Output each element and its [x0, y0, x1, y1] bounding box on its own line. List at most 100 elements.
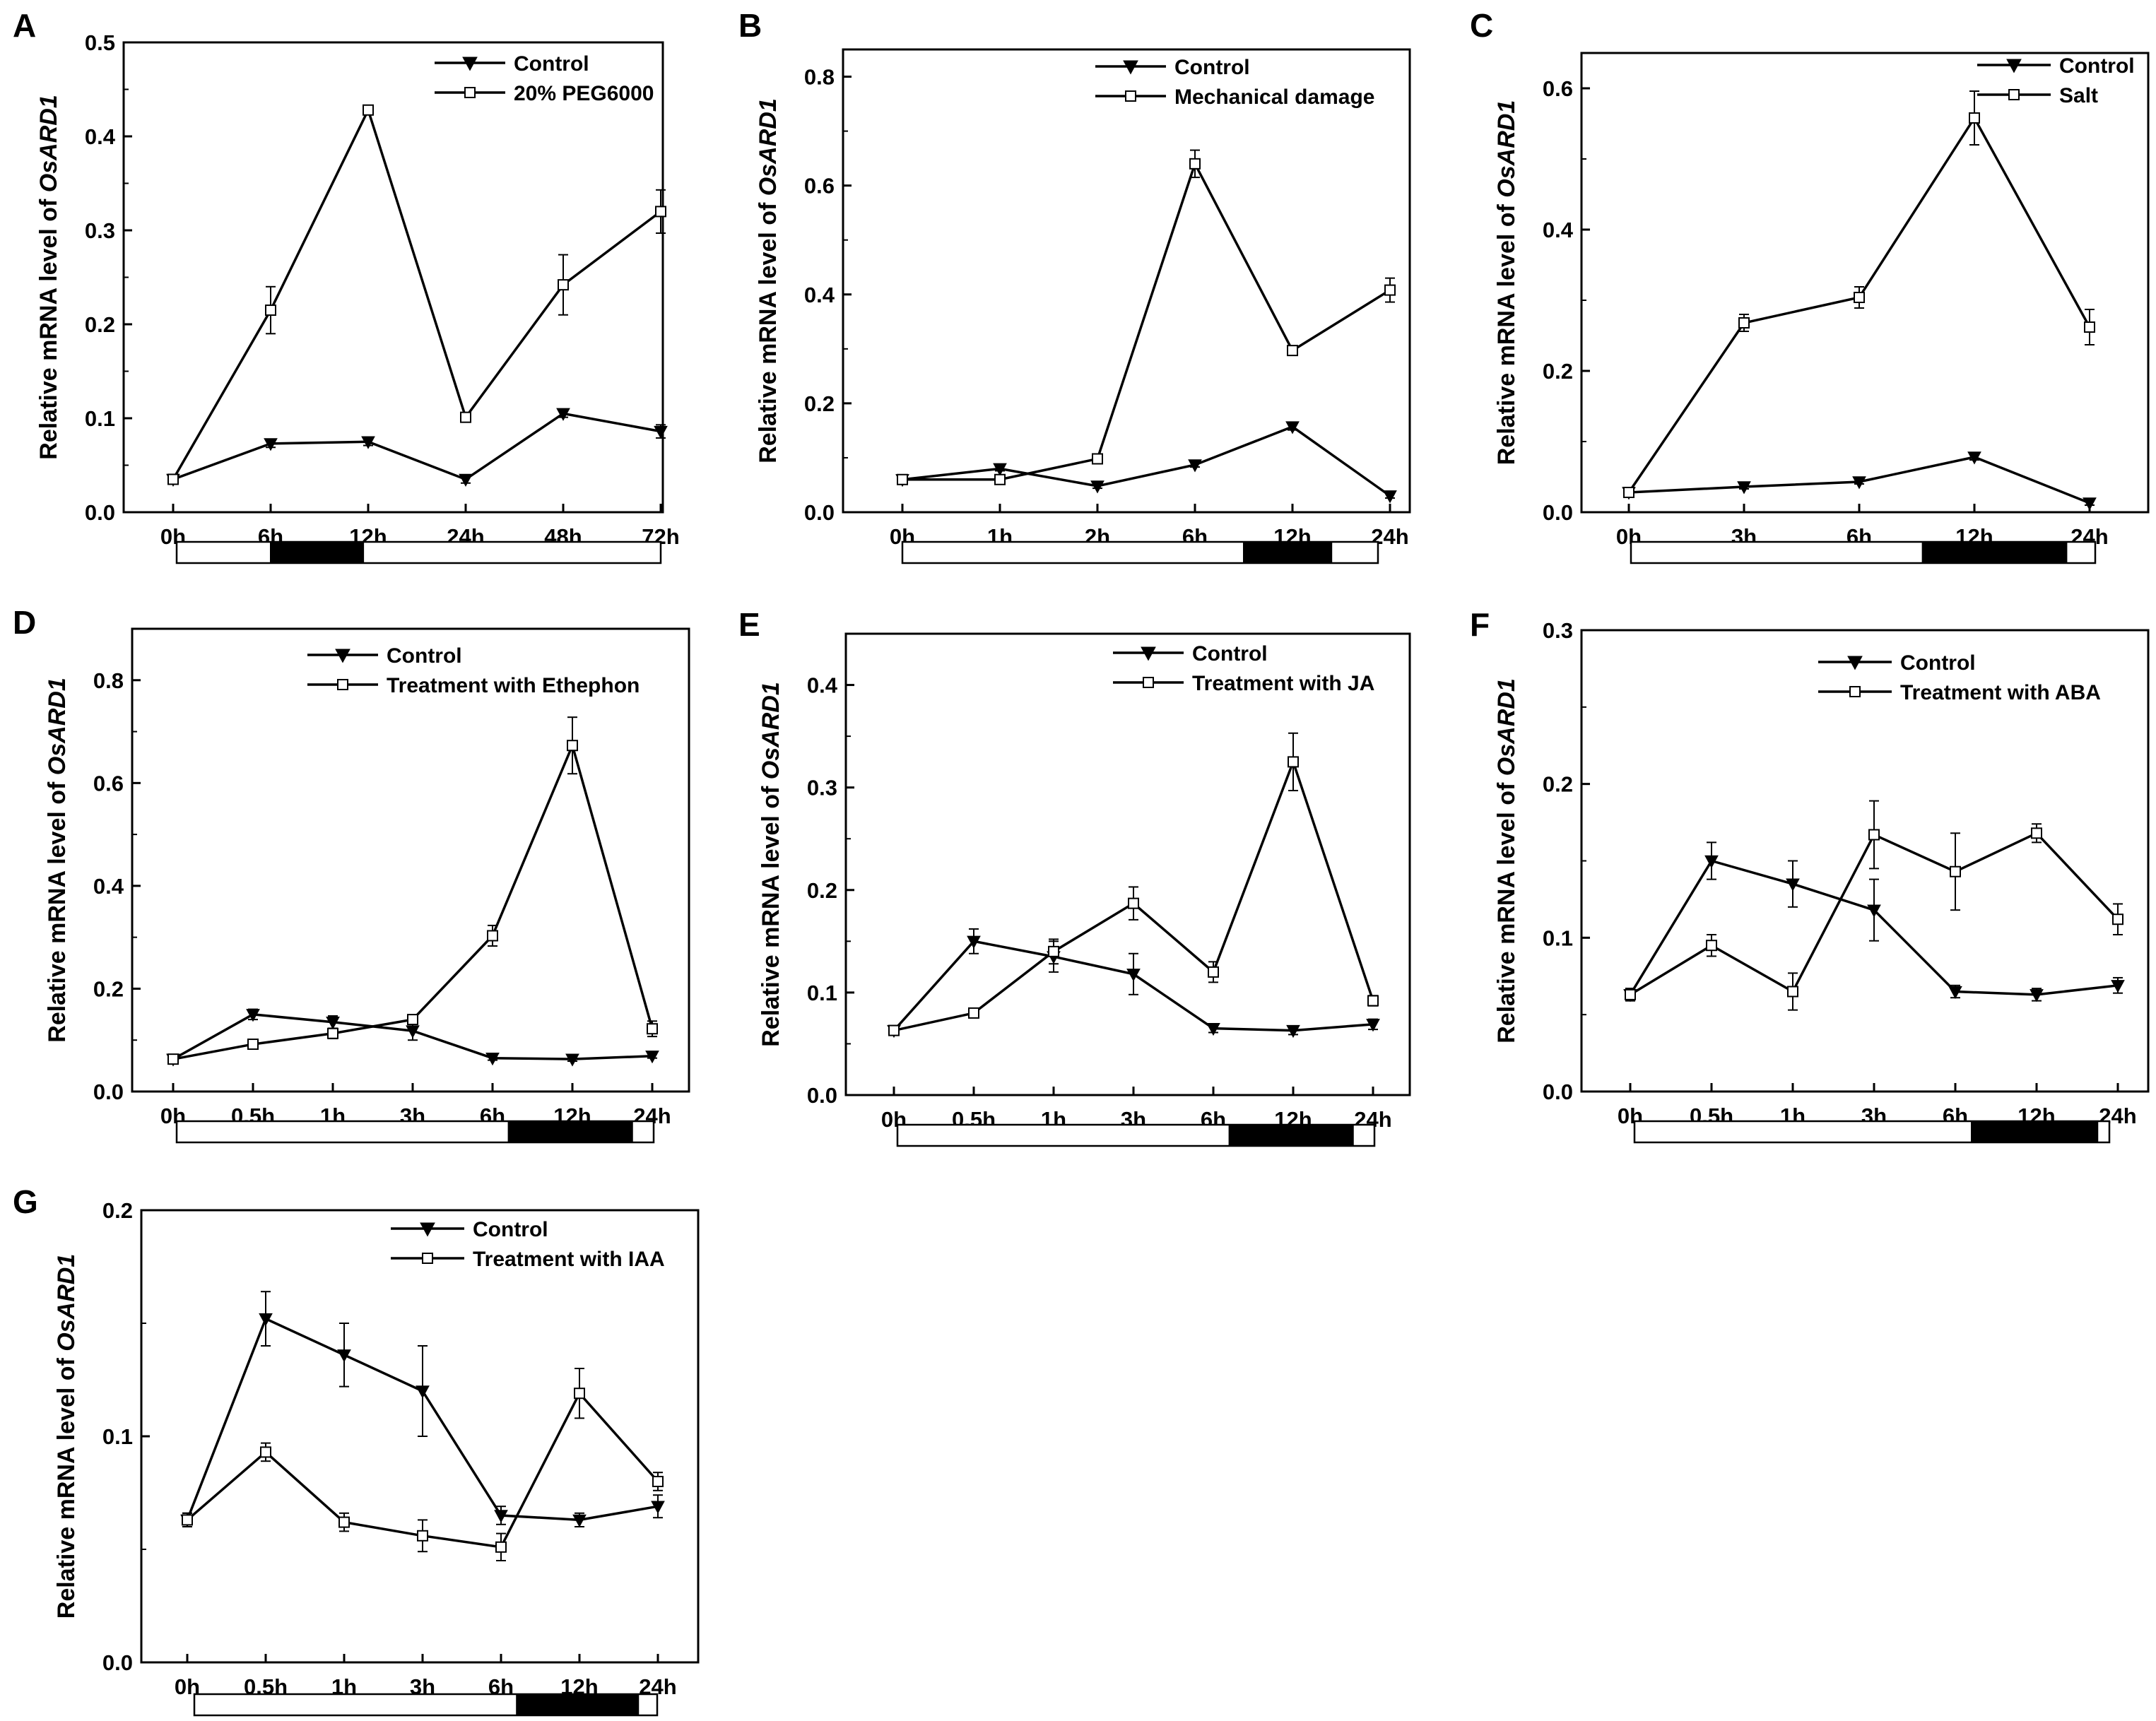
- legend-marker: [1141, 646, 1156, 661]
- photoperiod-dark: [1228, 1124, 1354, 1147]
- data-point: [1384, 284, 1396, 296]
- y-axis-title: Relative mRNA level of OsARD1: [758, 682, 784, 1046]
- data-point: [968, 1007, 979, 1019]
- legend-marker: [2006, 59, 2022, 73]
- data-point: [1854, 292, 1865, 303]
- legend-marker: [1125, 90, 1136, 102]
- y-axis-title-text: Relative mRNA level of: [758, 779, 784, 1047]
- series-control: [166, 408, 668, 487]
- photoperiod-dark: [516, 1693, 640, 1716]
- data-point: [264, 438, 278, 451]
- data-point: [1738, 317, 1750, 329]
- panel-label: E: [738, 606, 760, 643]
- data-point: [558, 279, 569, 291]
- data-point: [567, 740, 578, 752]
- data-point: [1852, 476, 1866, 490]
- y-tick-label: 0.3: [1543, 618, 1573, 643]
- legend-label: Control: [514, 52, 589, 76]
- data-point: [416, 1385, 430, 1399]
- series-control: [180, 1291, 665, 1527]
- series-control: [895, 421, 1397, 504]
- data-point: [1967, 451, 1981, 465]
- plot-frame: [122, 41, 664, 514]
- series-line: [902, 425, 1391, 497]
- data-point: [1128, 897, 1139, 909]
- legend: Control Salt: [1977, 54, 2135, 107]
- legend-label: Salt: [2059, 84, 2098, 107]
- y-axis-gene-name: OsARD1: [1493, 678, 1520, 776]
- data-point: [1366, 1019, 1380, 1032]
- panel-label: B: [738, 7, 762, 44]
- y-axis-title: Relative mRNA level of OsARD1: [44, 678, 71, 1042]
- data-point: [1048, 945, 1059, 957]
- panel-label: G: [13, 1183, 38, 1220]
- photoperiod-dark: [507, 1120, 633, 1143]
- y-tick-label: 0.0: [807, 1083, 837, 1108]
- y-tick-label: 0.3: [807, 776, 837, 800]
- data-point: [182, 1514, 193, 1526]
- data-point: [647, 1023, 658, 1035]
- data-point: [651, 1501, 665, 1514]
- legend-label: Control: [1174, 56, 1250, 79]
- y-tick-label: 0.0: [1543, 1080, 1573, 1104]
- y-axis-gene-name: OsARD1: [758, 682, 784, 779]
- chart-panel-d: D0.00.20.40.60.80h 0.5h 1h 3h 6h 12h 24hRelati…: [13, 604, 690, 1144]
- data-point: [337, 1349, 351, 1363]
- panel-label: F: [1470, 606, 1490, 643]
- y-tick-label: 0.2: [807, 878, 837, 903]
- y-axis-title-text: Relative mRNA level of: [35, 192, 62, 460]
- legend-label: Treatment with IAA: [473, 1248, 665, 1271]
- y-axis-gene-name: OsARD1: [44, 678, 71, 775]
- data-point: [897, 473, 908, 485]
- series-line: [172, 107, 662, 480]
- legend-marker: [1123, 60, 1138, 75]
- data-point: [2084, 321, 2095, 333]
- data-point: [1737, 481, 1751, 495]
- data-point: [565, 1053, 579, 1067]
- y-axis-gene-name: OsARD1: [1493, 100, 1520, 198]
- y-tick-label: 0.2: [1543, 772, 1573, 797]
- data-point: [1285, 421, 1300, 434]
- data-point: [407, 1014, 418, 1026]
- legend-label: Control: [2059, 54, 2135, 78]
- data-point: [655, 206, 666, 218]
- legend-marker: [464, 87, 476, 98]
- data-point: [2112, 913, 2123, 925]
- y-axis-title-text: Relative mRNA level of: [755, 196, 782, 463]
- legend-marker: [1143, 677, 1154, 688]
- photoperiod-bar: [901, 540, 1379, 564]
- y-axis-title: Relative mRNA level of OsARD1: [53, 1254, 80, 1619]
- series-control: [166, 1008, 659, 1067]
- data-point: [460, 411, 471, 423]
- data-point: [338, 1516, 350, 1528]
- chart-panel-a: A0.00.10.20.30.40.50h 6h 12h 24h 48h 72hRelat…: [13, 7, 680, 564]
- y-tick-label: 0.4: [807, 673, 838, 698]
- y-tick-label: 0.3: [85, 218, 115, 243]
- data-point: [1126, 969, 1141, 982]
- y-tick-label: 0.2: [102, 1198, 133, 1223]
- y-tick-label: 0.8: [93, 668, 124, 693]
- legend-marker: [337, 679, 348, 690]
- data-point: [1288, 756, 1299, 768]
- data-point: [645, 1051, 659, 1064]
- y-tick-label: 0.4: [804, 283, 835, 307]
- y-tick-label: 0.0: [1543, 500, 1573, 525]
- y-axis-title-text: Relative mRNA level of: [1493, 776, 1520, 1043]
- data-point: [652, 1476, 664, 1487]
- y-tick-label: 0.6: [804, 174, 835, 199]
- data-point: [572, 1514, 587, 1527]
- data-point: [260, 1446, 271, 1458]
- y-tick-label: 0.2: [93, 976, 124, 1001]
- data-point: [361, 436, 375, 449]
- data-point: [888, 1024, 900, 1036]
- photoperiod-bar: [175, 1120, 655, 1144]
- legend-label: 20% PEG6000: [514, 82, 654, 105]
- y-axis-title: Relative mRNA level of OsARD1: [1493, 100, 1520, 465]
- panel-label: C: [1470, 7, 1493, 44]
- y-tick-label: 0.0: [85, 500, 115, 525]
- series-control: [1623, 841, 2125, 1003]
- y-tick-label: 0.2: [804, 391, 835, 416]
- data-point: [574, 1388, 585, 1400]
- data-point: [326, 1017, 340, 1030]
